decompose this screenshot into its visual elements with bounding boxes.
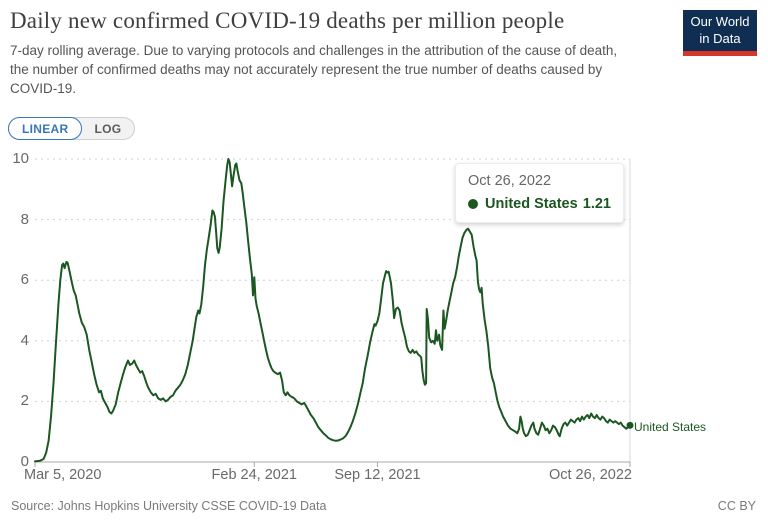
owid-logo-line2: in Data [699,30,741,46]
series-dot-icon [468,199,478,209]
linear-toggle-button[interactable]: LINEAR [8,117,83,140]
tooltip-series-row: United States 1.21 [468,196,611,212]
series-line-united-states [34,158,631,463]
y-tick-label-6: 6 [20,271,29,289]
hover-tooltip: Oct 26, 2022 United States 1.21 [455,163,624,223]
x-tick-label-3: Oct 26, 2022 [548,467,632,483]
y-tick-label-4: 4 [20,331,29,349]
source-text: Source: Johns Hopkins University CSSE CO… [11,499,327,513]
y-tick-label-8: 8 [20,210,29,228]
y-tick-label-0: 0 [20,453,29,470]
x-tick-label-2: Sep 12, 2021 [334,467,421,483]
chart-subtitle: 7-day rolling average. Due to varying pr… [10,43,618,97]
owid-logo[interactable]: Our World in Data [683,10,757,56]
y-tick-label-2: 2 [20,392,29,410]
series-end-dot [626,421,634,429]
scale-toggle: LINEAR LOG [8,117,136,140]
tooltip-value: 1.21 [582,196,611,212]
series-end-label: United States [634,419,707,434]
x-tick-label-1: Feb 24, 2021 [211,467,297,483]
tooltip-series-name: United States [485,196,578,212]
y-tick-label-10: 10 [12,150,29,167]
owid-logo-line1: Our World [690,14,750,30]
page-title: Daily new confirmed COVID-19 deaths per … [10,8,565,33]
x-tick-label-0: Mar 5, 2020 [24,467,102,483]
license-text: CC BY [717,499,756,513]
tooltip-date: Oct 26, 2022 [468,173,552,189]
log-toggle-button[interactable]: LOG [94,121,122,136]
